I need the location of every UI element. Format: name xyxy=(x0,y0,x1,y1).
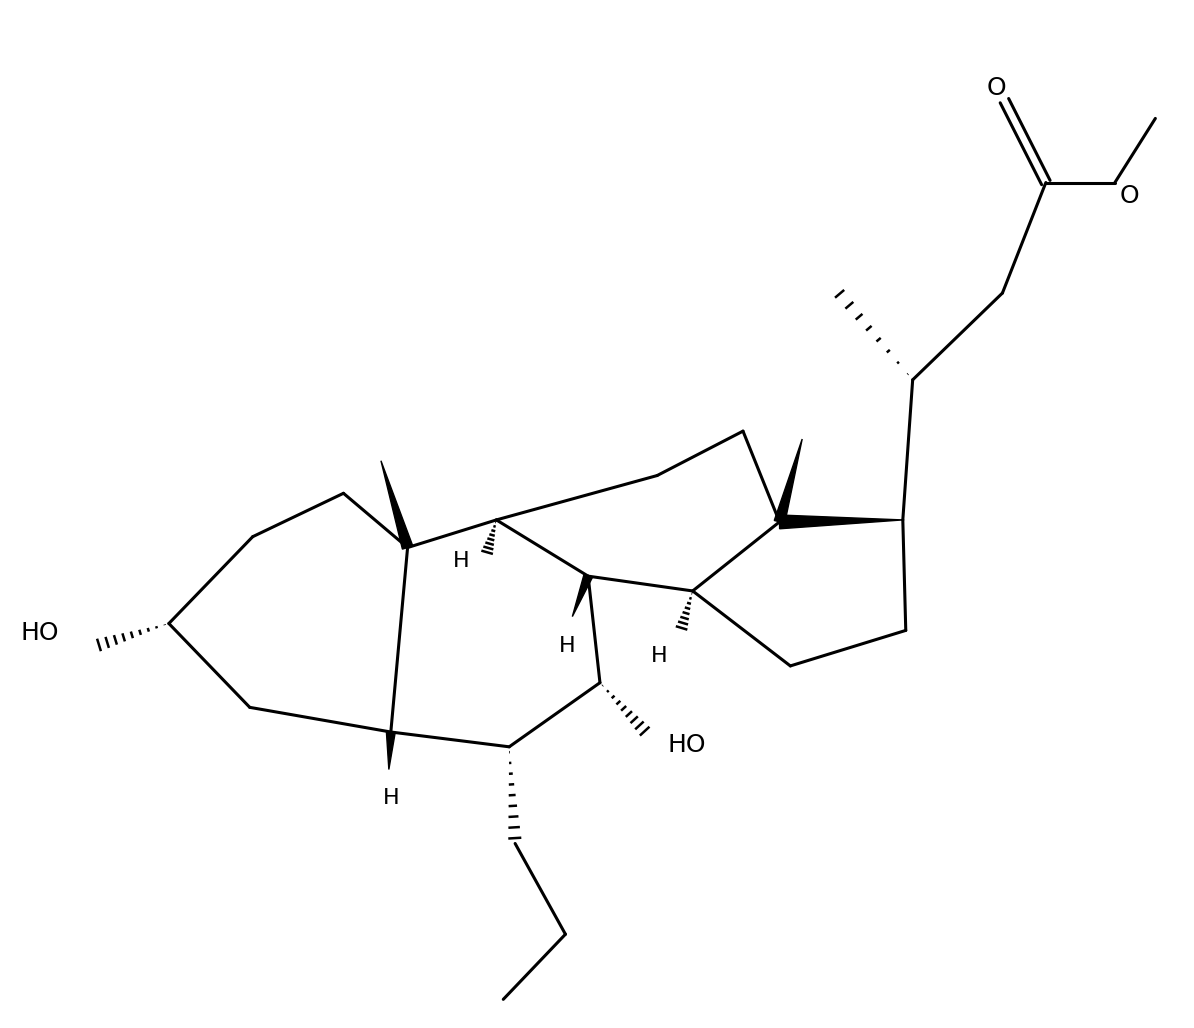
Polygon shape xyxy=(381,461,413,549)
Polygon shape xyxy=(572,575,592,617)
Text: O: O xyxy=(986,76,1007,100)
Text: H: H xyxy=(453,551,469,572)
Polygon shape xyxy=(387,732,395,770)
Polygon shape xyxy=(774,439,802,523)
Text: H: H xyxy=(651,647,667,666)
Text: H: H xyxy=(382,788,399,808)
Text: HO: HO xyxy=(20,621,60,646)
Text: O: O xyxy=(1120,184,1139,209)
Polygon shape xyxy=(780,515,903,528)
Text: HO: HO xyxy=(667,733,706,757)
Text: H: H xyxy=(559,636,576,656)
